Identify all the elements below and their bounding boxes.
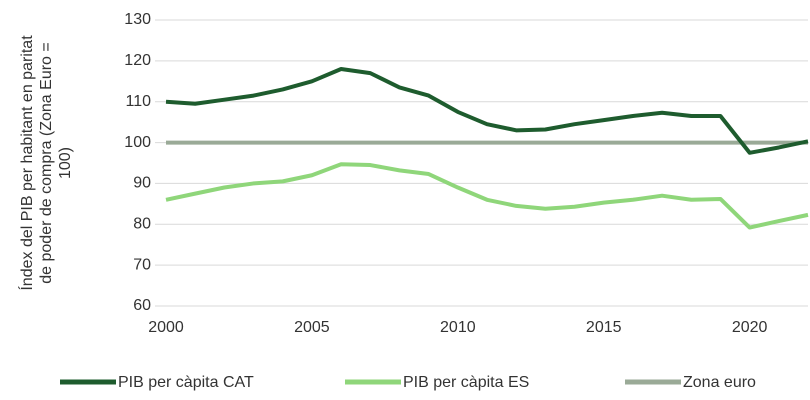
legend-label: PIB per càpita ES [403,374,529,391]
y-tick-label: 100 [124,134,151,151]
y-axis-label: Índex del PIB per habitant en paritat [17,35,36,291]
x-tick-label: 2015 [586,319,622,336]
y-tick-label: 80 [133,216,151,233]
y-tick-label: 130 [124,11,151,28]
y-tick-label: 120 [124,52,151,69]
x-tick-label: 2020 [732,319,768,336]
y-tick-label: 60 [133,297,151,314]
series-line [165,67,809,155]
y-tick-label: 110 [125,93,151,110]
y-axis-label: 100) [57,147,74,179]
y-axis-label: de poder de compra (Zona Euro = [38,42,55,283]
y-tick-label: 70 [133,256,151,273]
y-tick-label: 90 [133,175,151,192]
legend-label: PIB per càpita CAT [118,374,254,391]
series-line [165,162,809,230]
x-tick-label: 2010 [440,319,476,336]
x-tick-label: 2005 [294,319,330,336]
x-tick-label: 2000 [148,319,184,336]
legend-label: Zona euro [683,374,756,391]
